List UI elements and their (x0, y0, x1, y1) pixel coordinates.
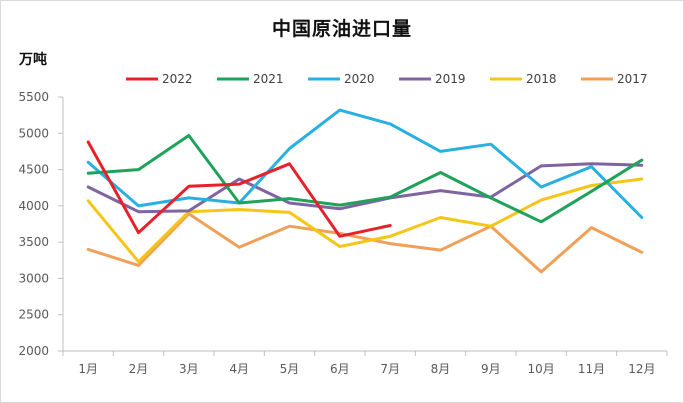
series-line-2018 (86, 177, 644, 264)
series-line-2017 (86, 212, 644, 274)
chart-title: 中国原油进口量 (271, 18, 412, 40)
legend-label-2022: 2022 (162, 72, 193, 86)
x-tick-label: 5月 (280, 362, 300, 376)
series-line-2019 (86, 162, 644, 214)
x-tick-label: 11月 (578, 362, 605, 376)
legend-label-2018: 2018 (526, 72, 557, 86)
y-tick-label: 3000 (18, 271, 49, 285)
x-tick-label: 4月 (229, 362, 249, 376)
x-tick-label: 2月 (129, 362, 149, 376)
x-tick-label: 7月 (380, 362, 400, 376)
y-axis-unit-label: 万吨 (19, 52, 47, 68)
y-tick-label: 2000 (18, 344, 49, 358)
legend-label-2020: 2020 (344, 72, 375, 86)
x-tick-label: 8月 (431, 362, 451, 376)
x-tick-label: 6月 (330, 362, 350, 376)
x-tick-label: 9月 (481, 362, 501, 376)
y-tick-label: 5000 (18, 126, 49, 140)
legend-label-2019: 2019 (435, 72, 466, 86)
legend-label-2021: 2021 (253, 72, 284, 86)
x-tick-label: 12月 (628, 362, 655, 376)
series-line-2020 (86, 108, 644, 219)
x-tick-label: 1月 (78, 362, 98, 376)
x-tick-label: 3月 (179, 362, 199, 376)
series-line-2022 (86, 140, 392, 238)
series-line-2021 (86, 134, 644, 224)
y-tick-label: 2500 (18, 308, 49, 322)
x-tick-label: 10月 (528, 362, 555, 376)
y-tick-label: 5500 (18, 90, 49, 104)
y-tick-label: 3500 (18, 235, 49, 249)
y-tick-label: 4500 (18, 163, 49, 177)
legend-label-2017: 2017 (617, 72, 648, 86)
y-tick-label: 4000 (18, 199, 49, 213)
